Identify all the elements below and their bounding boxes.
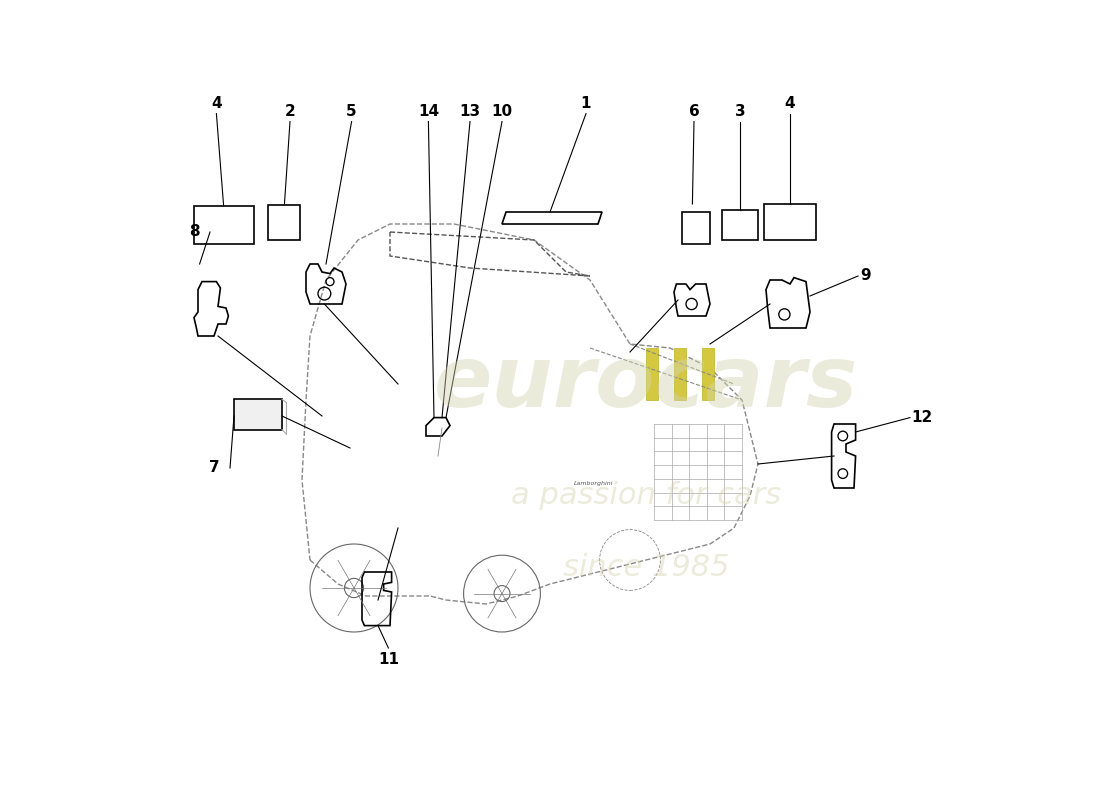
Text: 14: 14 — [418, 105, 439, 119]
Text: 3: 3 — [735, 105, 746, 119]
Text: 7: 7 — [209, 461, 219, 475]
Polygon shape — [674, 348, 686, 400]
Text: 4: 4 — [784, 97, 795, 111]
Text: 4: 4 — [211, 97, 222, 111]
Text: Lamborghini: Lamborghini — [574, 482, 614, 486]
Text: 11: 11 — [378, 653, 399, 667]
Text: 6: 6 — [689, 105, 700, 119]
Text: since 1985: since 1985 — [563, 554, 729, 582]
Bar — [764, 204, 816, 240]
Text: 10: 10 — [492, 105, 513, 119]
Bar — [268, 205, 300, 240]
Text: 8: 8 — [189, 225, 199, 239]
Bar — [722, 210, 758, 240]
Bar — [194, 206, 254, 244]
Text: 13: 13 — [460, 105, 481, 119]
Text: a passion for cars: a passion for cars — [510, 482, 781, 510]
Text: 2: 2 — [285, 105, 296, 119]
Text: 1: 1 — [581, 97, 592, 111]
Text: 9: 9 — [860, 269, 871, 283]
Bar — [234, 399, 282, 430]
Text: 5: 5 — [346, 105, 356, 119]
Polygon shape — [702, 348, 714, 400]
Text: eurocars: eurocars — [433, 342, 858, 426]
Bar — [682, 212, 710, 244]
Text: 12: 12 — [912, 410, 933, 425]
Polygon shape — [646, 348, 658, 400]
